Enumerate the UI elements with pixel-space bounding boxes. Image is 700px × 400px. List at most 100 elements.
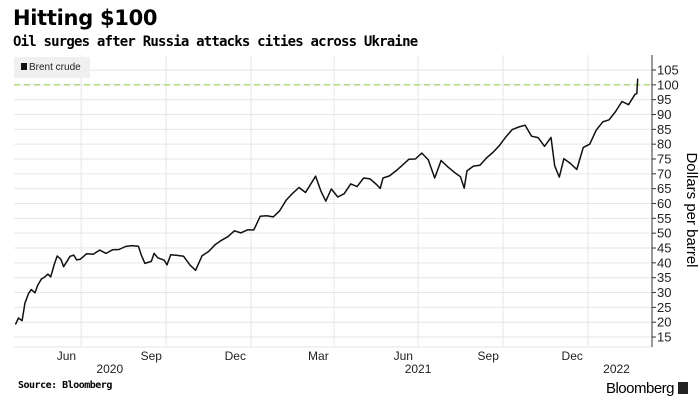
data-point [304, 192, 306, 194]
data-point [220, 239, 222, 241]
y-tick-label: 95 [657, 92, 671, 107]
data-point [636, 93, 638, 95]
data-point [201, 255, 203, 257]
data-point [576, 168, 578, 170]
data-point [124, 246, 126, 248]
data-point [320, 191, 322, 193]
data-point [144, 262, 146, 264]
y-tick-label: 55 [657, 211, 671, 226]
x-year-label: 2021 [405, 362, 432, 376]
data-point [183, 255, 185, 257]
data-point [208, 251, 210, 253]
data-point [66, 260, 68, 262]
data-point [414, 158, 416, 160]
y-tick-label: 80 [657, 137, 671, 152]
data-point [589, 143, 591, 145]
data-point [369, 178, 371, 180]
x-tick-label: Sep [478, 349, 500, 363]
data-point [615, 111, 617, 113]
data-point [637, 78, 639, 80]
data-point [498, 145, 500, 147]
source-note: Source: Bloomberg [18, 380, 112, 391]
data-point [37, 284, 39, 286]
y-tick-label: 35 [657, 270, 671, 285]
data-point [43, 276, 45, 278]
data-point [79, 258, 81, 260]
data-point [544, 145, 546, 147]
data-point [73, 254, 75, 256]
data-point [246, 229, 248, 231]
legend-label: Brent crude [29, 62, 81, 73]
data-point [259, 215, 261, 217]
y-tick-label: 25 [657, 300, 671, 315]
data-point [227, 236, 229, 238]
data-point [434, 177, 436, 179]
data-point [408, 158, 410, 160]
data-point [118, 249, 120, 251]
data-point [69, 255, 71, 257]
data-point [272, 216, 274, 218]
data-point [492, 151, 494, 153]
data-point [233, 230, 235, 232]
chart-title: Hitting $100 [13, 6, 158, 30]
data-point [388, 175, 390, 177]
y-tick-label: 30 [657, 285, 671, 300]
data-point [279, 210, 281, 212]
data-point [240, 232, 242, 234]
data-point [253, 229, 255, 231]
data-point [163, 259, 165, 261]
y-tick-label: 75 [657, 152, 671, 167]
x-year-label: 2020 [96, 362, 123, 376]
data-point [166, 264, 168, 266]
y-axis-label: Dollars per barrel [683, 152, 700, 268]
legend: Brent crude [14, 57, 90, 78]
data-point [86, 253, 88, 255]
data-point [550, 136, 552, 138]
data-point [421, 152, 423, 154]
data-point [563, 158, 565, 160]
data-point [531, 135, 533, 137]
data-point [427, 159, 429, 161]
data-point [621, 100, 623, 102]
data-point [40, 278, 42, 280]
data-point [30, 289, 32, 291]
data-point [140, 254, 142, 256]
data-point [131, 245, 133, 247]
data-point [595, 129, 597, 131]
data-point [112, 249, 114, 251]
data-point [189, 264, 191, 266]
y-tick-label: 90 [657, 107, 671, 122]
data-point [382, 177, 384, 179]
data-point [17, 317, 19, 319]
data-point [401, 164, 403, 166]
data-point [343, 193, 345, 195]
data-point [34, 292, 36, 294]
data-point [582, 146, 584, 148]
data-point [460, 176, 462, 178]
data-point [15, 323, 17, 325]
data-point [266, 215, 268, 217]
data-point [285, 199, 287, 201]
data-point [463, 187, 465, 189]
data-point [485, 157, 487, 159]
brand-text: Bloomberg [605, 380, 675, 397]
x-tick-label: Jun [394, 349, 413, 363]
bloomberg-logo: Bloomberg [606, 380, 688, 397]
data-point [337, 196, 339, 198]
data-point [195, 269, 197, 271]
data-point [472, 165, 474, 167]
data-point [350, 183, 352, 185]
data-point [153, 252, 155, 254]
data-point [150, 260, 152, 262]
data-point [170, 254, 172, 256]
data-point [63, 266, 65, 268]
data-point [60, 258, 62, 260]
data-point [363, 177, 365, 179]
x-tick-label: Dec [562, 349, 583, 363]
data-point [56, 255, 58, 257]
x-year-label: 2022 [603, 362, 630, 376]
x-tick-label: Jun [57, 349, 76, 363]
data-point [447, 166, 449, 168]
data-point [330, 188, 332, 190]
